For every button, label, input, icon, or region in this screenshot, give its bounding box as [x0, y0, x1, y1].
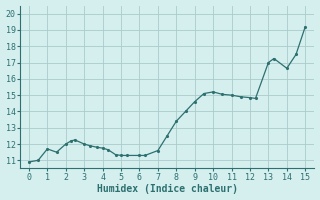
X-axis label: Humidex (Indice chaleur): Humidex (Indice chaleur)	[97, 184, 237, 194]
